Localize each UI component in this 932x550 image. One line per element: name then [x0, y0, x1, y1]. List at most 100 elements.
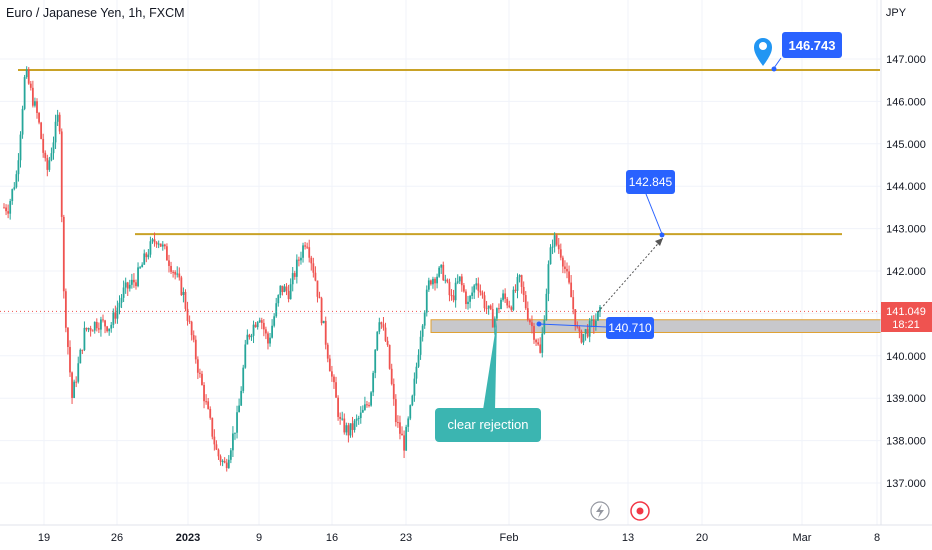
location-pin-icon[interactable]	[754, 38, 772, 66]
price-tick: 147.000	[886, 54, 926, 66]
price-tick-labels: 147.000 146.000 145.000 144.000 143.000 142.0…	[886, 54, 926, 490]
last-price-value: 141.049	[886, 306, 926, 318]
candle-body	[110, 324, 113, 329]
candle-body	[458, 276, 461, 282]
candle-body	[238, 405, 241, 413]
candle-body	[71, 372, 73, 398]
candle-body	[312, 263, 315, 273]
candle-body	[219, 456, 222, 462]
record-icon[interactable]	[630, 501, 650, 521]
candle-body	[442, 264, 445, 281]
candle-body	[405, 426, 408, 451]
candle-body	[559, 249, 562, 258]
candle-body	[97, 328, 100, 330]
candle-body	[553, 235, 556, 247]
candle-body	[306, 246, 309, 248]
candle-body	[582, 333, 585, 343]
candle-body	[355, 418, 358, 421]
candle-body	[578, 327, 581, 332]
candle-body	[215, 444, 218, 450]
top-target-label-bg[interactable]	[782, 32, 842, 58]
candle-body	[145, 253, 148, 258]
candle-body	[166, 246, 168, 261]
mid-target-label: 142.845	[629, 175, 673, 189]
price-tick: 144.000	[886, 181, 926, 193]
candle-body	[147, 254, 150, 258]
candle-body	[260, 320, 263, 323]
candle-body	[207, 401, 210, 409]
projection-arrow[interactable]	[597, 237, 664, 313]
candle-body	[161, 244, 164, 247]
candle-body	[564, 266, 566, 269]
lightning-icon[interactable]	[590, 501, 610, 521]
candle-body	[271, 325, 273, 338]
candle-body	[203, 385, 205, 402]
candle-body	[77, 363, 80, 382]
candle-body	[368, 404, 370, 406]
candle-body	[419, 336, 422, 355]
candle-body	[289, 284, 292, 300]
candle-body	[380, 322, 383, 325]
candle-body	[353, 420, 356, 430]
candle-body	[69, 346, 71, 373]
candle-body	[21, 108, 24, 135]
candle-body	[308, 247, 311, 258]
candle-body	[384, 327, 387, 341]
candle-body	[537, 342, 540, 345]
candle-body	[44, 152, 47, 159]
grid-lines	[0, 0, 881, 525]
candle-body	[415, 366, 418, 379]
mid-target-label-bg[interactable]	[626, 170, 675, 194]
candle-body	[163, 244, 166, 247]
candle-body	[83, 327, 86, 350]
candle-body	[225, 462, 228, 469]
candle-body	[584, 329, 587, 334]
candle-body	[293, 273, 296, 277]
candle-body	[116, 307, 119, 319]
price-axis[interactable]	[881, 0, 932, 525]
candle-body	[394, 399, 397, 423]
support-label-bg[interactable]	[606, 317, 654, 339]
price-tick: 146.000	[886, 96, 926, 108]
last-price-badge[interactable]	[881, 302, 932, 332]
candle-body	[223, 460, 226, 463]
candle-body	[345, 425, 348, 433]
candle-body	[594, 320, 597, 327]
candle-body	[574, 309, 577, 327]
candle-body	[85, 327, 88, 330]
candle-body	[372, 372, 375, 393]
candle-body	[7, 211, 10, 214]
candle-body	[454, 282, 457, 301]
time-tick: 19	[38, 532, 50, 544]
candle-body	[512, 289, 515, 310]
support-zone[interactable]	[430, 319, 882, 333]
candle-body	[62, 216, 65, 292]
candle-body	[533, 326, 535, 340]
candle-body	[75, 381, 78, 383]
candle-body	[5, 207, 7, 212]
candle-body	[481, 292, 484, 296]
symbol-title: Euro / Japanese Yen, 1h, FXCM	[6, 6, 185, 20]
candle-body	[543, 319, 546, 334]
candle-body	[157, 243, 160, 245]
candle-body	[89, 328, 92, 331]
candle-body	[347, 425, 350, 436]
candle-body	[444, 279, 447, 281]
candle-body	[516, 277, 519, 291]
support-dot	[536, 321, 542, 327]
candle-body	[423, 312, 426, 326]
time-tick: 2023	[176, 532, 200, 544]
candle-body	[102, 319, 104, 321]
note-box[interactable]	[435, 408, 541, 442]
top-target-dot	[771, 66, 777, 72]
candle-body	[343, 418, 346, 433]
price-tick: 138.000	[886, 436, 926, 448]
candle-body	[514, 289, 517, 291]
candle-body	[539, 344, 542, 353]
mid-target-dot	[659, 232, 665, 238]
candle-body	[479, 290, 482, 293]
candle-body	[440, 264, 443, 268]
candle-body	[401, 433, 403, 436]
candle-body	[399, 422, 401, 434]
